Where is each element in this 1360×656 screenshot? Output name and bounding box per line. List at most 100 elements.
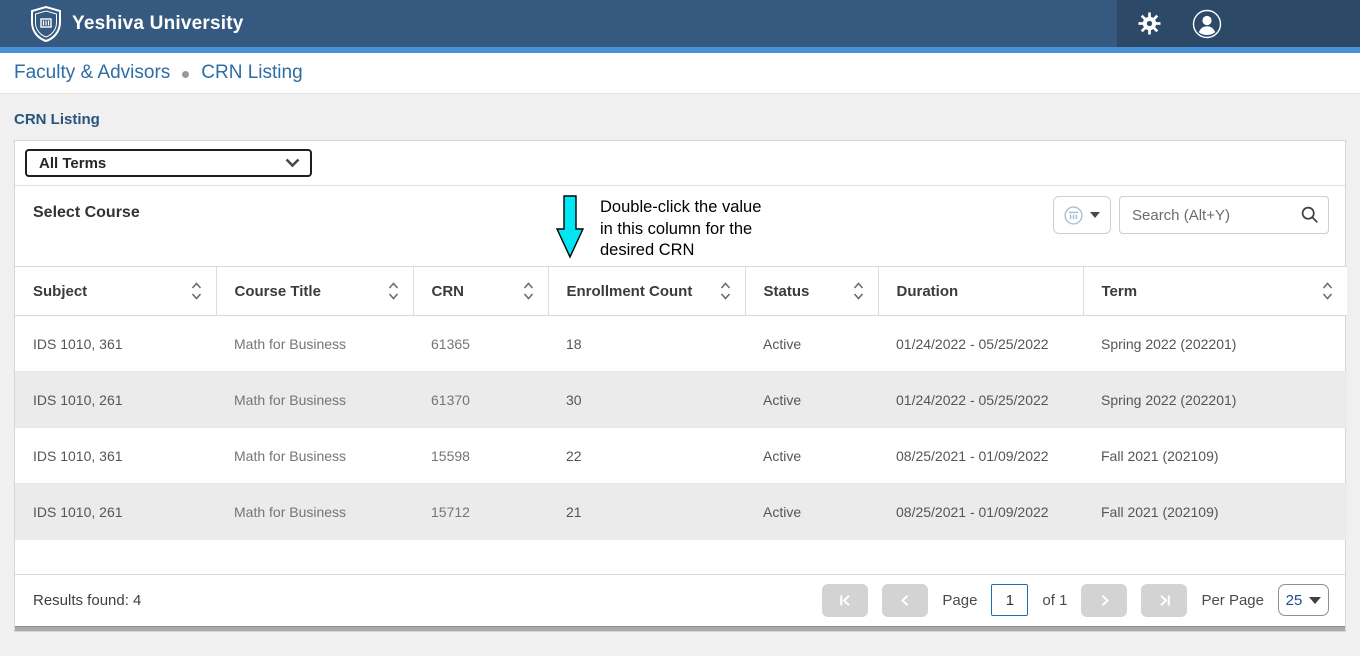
table-empty-area xyxy=(15,539,1345,574)
cell-crn[interactable]: 61370 xyxy=(431,391,470,408)
cell-crn[interactable]: 15598 xyxy=(431,447,470,464)
cell-enrollment-count[interactable]: 18 xyxy=(566,335,582,352)
cell-status[interactable]: Active xyxy=(763,503,802,520)
cell-status[interactable]: Active xyxy=(763,335,802,352)
brand-name: Yeshiva University xyxy=(72,12,244,34)
first-page-icon xyxy=(840,594,850,606)
last-page-button[interactable] xyxy=(1141,583,1188,617)
cell-subject[interactable]: IDS 1010, 361 xyxy=(33,447,123,464)
sort-icon xyxy=(1322,282,1333,300)
cell-subject[interactable]: IDS 1010, 261 xyxy=(33,503,123,520)
table-toolbar: Select Course xyxy=(15,186,1345,266)
table-footer: Results found: 4 Page of 1 xyxy=(15,573,1345,626)
filter-caret-icon xyxy=(1090,212,1100,218)
table-row[interactable]: IDS 1010, 361 Math for Business 61365 18… xyxy=(15,316,1347,372)
breadcrumb: Faculty & Advisors CRN Listing xyxy=(0,53,1360,94)
per-page-value: 25 xyxy=(1285,591,1303,609)
sort-icon xyxy=(720,282,730,300)
per-page-caret-icon xyxy=(1309,596,1322,604)
column-header-term[interactable]: Term xyxy=(1083,266,1347,316)
sort-icon xyxy=(853,282,863,300)
sort-icon xyxy=(191,282,201,300)
first-page-button[interactable] xyxy=(822,583,869,617)
horizontal-scrollbar[interactable] xyxy=(15,625,1345,631)
toolbar-actions xyxy=(1053,186,1345,266)
breadcrumb-link-crn-listing[interactable]: CRN Listing xyxy=(201,62,303,83)
table-header-row: Subject Course Title CRN Enrollment Coun… xyxy=(15,266,1347,316)
annotation-text: Double-click the value in this column fo… xyxy=(600,198,762,259)
gear-icon xyxy=(1137,12,1161,35)
next-page-icon xyxy=(1101,594,1109,606)
cell-status[interactable]: Active xyxy=(763,447,802,464)
results-count: Results found: 4 xyxy=(33,591,142,609)
brand: Yeshiva University xyxy=(0,5,244,42)
column-header-enrollment-count[interactable]: Enrollment Count xyxy=(548,266,746,316)
cell-enrollment-count[interactable]: 22 xyxy=(566,447,582,464)
cell-crn[interactable]: 15712 xyxy=(431,503,470,520)
page-title: CRN Listing xyxy=(14,111,100,128)
cell-course-title[interactable]: Math for Business xyxy=(234,391,347,408)
last-page-icon xyxy=(1160,594,1170,606)
accent-strip xyxy=(0,47,1360,53)
cell-subject[interactable]: IDS 1010, 361 xyxy=(33,335,123,352)
chevron-down-icon xyxy=(285,158,300,168)
column-header-status[interactable]: Status xyxy=(745,266,879,316)
sort-icon xyxy=(523,282,533,300)
cell-term[interactable]: Fall 2021 (202109) xyxy=(1101,503,1219,520)
cell-duration[interactable]: 08/25/2021 - 01/09/2022 xyxy=(896,503,1049,520)
filter-icon xyxy=(1064,205,1083,225)
cell-course-title[interactable]: Math for Business xyxy=(234,503,347,520)
crn-listing-panel: All Terms Select Course xyxy=(14,140,1347,632)
page-label: Page xyxy=(942,591,978,609)
table-row[interactable]: IDS 1010, 261 Math for Business 61370 30… xyxy=(15,371,1347,428)
cell-course-title[interactable]: Math for Business xyxy=(234,335,347,352)
cell-subject[interactable]: IDS 1010, 261 xyxy=(33,391,123,408)
sort-icon xyxy=(388,282,398,300)
top-header: Yeshiva University xyxy=(0,0,1360,47)
search-box xyxy=(1119,196,1329,234)
column-header-crn[interactable]: CRN xyxy=(413,266,549,316)
column-header-subject[interactable]: Subject xyxy=(15,266,217,316)
settings-button[interactable] xyxy=(1127,2,1171,46)
cell-enrollment-count[interactable]: 21 xyxy=(566,503,582,520)
search-icon[interactable] xyxy=(1301,206,1319,229)
breadcrumb-separator-icon xyxy=(182,71,190,78)
cell-status[interactable]: Active xyxy=(763,391,802,408)
pagination: Page of 1 Per Page 25 xyxy=(822,583,1329,617)
annotation-arrow-icon xyxy=(555,195,585,259)
term-select[interactable]: All Terms xyxy=(25,149,312,177)
cell-term[interactable]: Spring 2022 (202201) xyxy=(1101,335,1237,352)
term-filter-row: All Terms xyxy=(15,141,1345,186)
column-header-course-title[interactable]: Course Title xyxy=(216,266,414,316)
previous-page-button[interactable] xyxy=(882,583,929,617)
next-page-button[interactable] xyxy=(1081,583,1128,617)
cell-course-title[interactable]: Math for Business xyxy=(234,447,347,464)
app-root: Yeshiva University xyxy=(0,0,1360,632)
cell-duration[interactable]: 01/24/2022 - 05/25/2022 xyxy=(896,335,1049,352)
search-input[interactable] xyxy=(1119,196,1329,234)
table-row[interactable]: IDS 1010, 361 Math for Business 15598 22… xyxy=(15,427,1347,484)
per-page-select[interactable]: 25 xyxy=(1278,584,1329,616)
profile-icon xyxy=(1192,9,1222,38)
annotation-overlay: Double-click the value in this column fo… xyxy=(555,195,761,262)
cell-term[interactable]: Spring 2022 (202201) xyxy=(1101,391,1237,408)
crn-table: Subject Course Title CRN Enrollment Coun… xyxy=(15,266,1347,540)
per-page-label: Per Page xyxy=(1201,591,1264,609)
column-header-duration[interactable]: Duration xyxy=(878,266,1084,316)
header-actions xyxy=(1117,0,1360,47)
table-row[interactable]: IDS 1010, 261 Math for Business 15712 21… xyxy=(15,483,1347,540)
university-logo-icon xyxy=(31,5,61,42)
term-select-value: All Terms xyxy=(39,154,107,172)
previous-page-icon xyxy=(900,594,909,606)
cell-duration[interactable]: 01/24/2022 - 05/25/2022 xyxy=(896,391,1049,408)
cell-enrollment-count[interactable]: 30 xyxy=(566,391,582,408)
cell-term[interactable]: Fall 2021 (202109) xyxy=(1101,447,1219,464)
cell-duration[interactable]: 08/25/2021 - 01/09/2022 xyxy=(896,447,1049,464)
of-total-label: of 1 xyxy=(1042,591,1068,609)
filter-button[interactable] xyxy=(1053,196,1111,234)
cell-crn[interactable]: 61365 xyxy=(431,335,470,352)
select-course-label: Select Course xyxy=(33,204,140,221)
profile-button[interactable] xyxy=(1185,2,1229,46)
breadcrumb-link-faculty-advisors[interactable]: Faculty & Advisors xyxy=(14,62,171,83)
page-number-input[interactable] xyxy=(991,584,1029,616)
